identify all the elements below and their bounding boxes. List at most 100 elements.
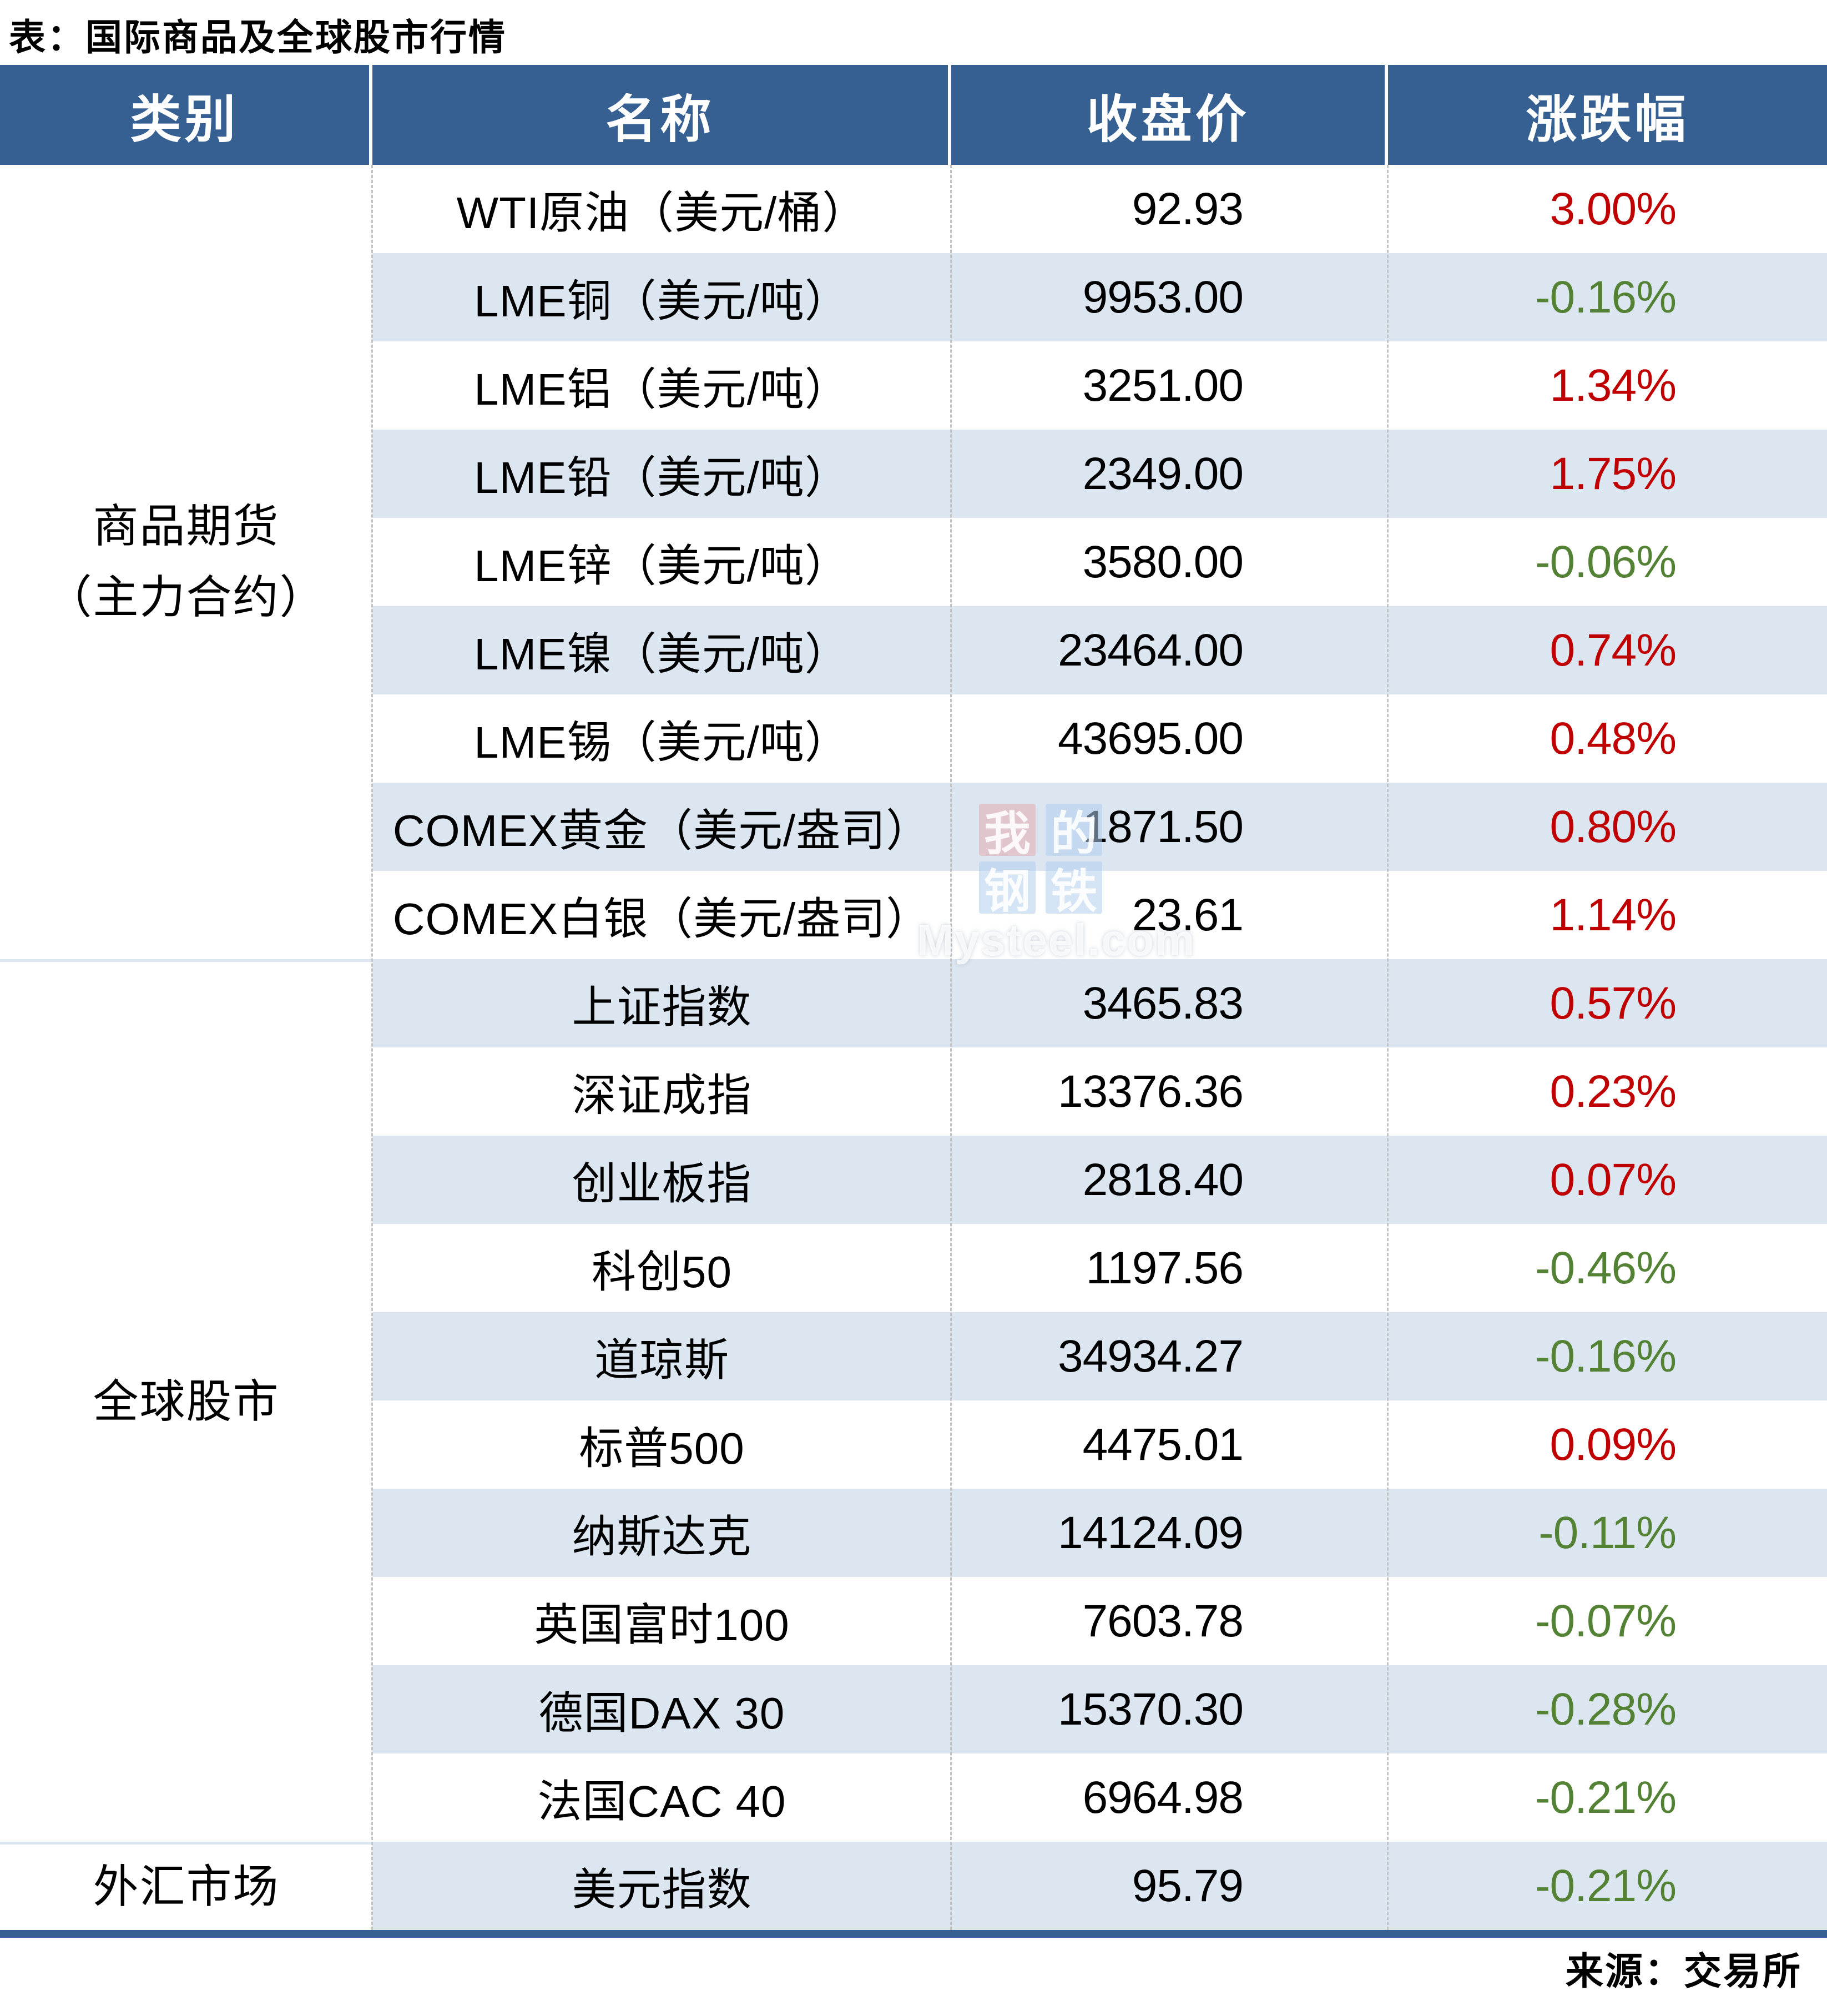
instrument-name: 英国富时100 [534,1600,790,1650]
table-row: 深证成指 13376.36 0.23% [372,1047,1827,1136]
column-divider-close-change [1387,165,1389,1930]
table-row: 德国DAX 30 15370.30 -0.28% [372,1665,1827,1753]
table-rows: WTI原油（美元/桶） 92.93 3.00% LME铜（美元/吨） 9953.00 -0… [372,165,1827,1930]
close-price: 3465.83 [1082,977,1244,1029]
close-price: 23.61 [1132,889,1244,940]
category-column: 商品期货 （主力合约） 全球股市外汇市场 [0,165,372,1930]
close-price: 1197.56 [1086,1242,1244,1293]
change-percent: -0.16% [1535,271,1677,322]
close-price: 14124.09 [1057,1507,1244,1558]
table-row: LME铝（美元/吨） 3251.00 1.34% [372,341,1827,430]
close-price: 3251.00 [1082,360,1244,411]
close-price: 13376.36 [1057,1066,1244,1117]
instrument-name: 创业板指 [572,1158,752,1208]
header-cell: 名称 [372,65,951,165]
close-price: 23464.00 [1057,624,1244,676]
column-divider-name-close [950,165,952,1930]
close-price: 7603.78 [1082,1595,1244,1646]
change-percent: 0.57% [1550,977,1677,1029]
change-percent: -0.21% [1535,1860,1677,1911]
instrument-name: 德国DAX 30 [538,1688,785,1738]
close-price: 1871.50 [1082,801,1244,852]
change-percent: 0.48% [1550,713,1677,764]
instrument-name: 深证成指 [572,1070,752,1120]
change-percent: 0.23% [1550,1066,1677,1117]
change-percent: -0.46% [1535,1242,1677,1293]
change-percent: 0.74% [1550,624,1677,676]
table-row: 标普500 4475.01 0.09% [372,1400,1827,1489]
close-price: 95.79 [1132,1860,1244,1911]
change-percent: 1.34% [1550,360,1677,411]
change-percent: -0.21% [1535,1772,1677,1823]
instrument-name: 上证指数 [572,982,752,1032]
instrument-name: 美元指数 [572,1864,752,1914]
instrument-name: 法国CAC 40 [537,1776,786,1826]
close-price: 4475.01 [1082,1419,1244,1470]
change-percent: -0.11% [1538,1507,1677,1558]
category-label-line: 全球股市 [93,1376,280,1427]
table-row: COMEX白银（美元/盎司） 23.61 1.14% [372,871,1827,959]
change-percent: 1.14% [1550,889,1677,940]
close-price: 3580.00 [1082,536,1244,587]
table-row: 美元指数 95.79 -0.21% [372,1842,1827,1930]
instrument-name: LME铝（美元/吨） [474,364,850,414]
change-percent: 1.75% [1550,448,1677,499]
page-title: 表：国际商品及全球股市行情 [9,17,507,58]
category-cell: 全球股市 [0,959,372,1842]
table-row: 上证指数 3465.83 0.57% [372,959,1827,1047]
close-price: 6964.98 [1082,1772,1244,1823]
table-row: 道琼斯 34934.27 -0.16% [372,1312,1827,1400]
change-percent: 0.09% [1550,1419,1677,1470]
instrument-name: LME锌（美元/吨） [474,541,850,591]
table-row: 英国富时100 7603.78 -0.07% [372,1577,1827,1665]
instrument-name: LME锡（美元/吨） [474,717,850,767]
header-cell: 涨跌幅 [1388,65,1827,165]
instrument-name: COMEX白银（美元/盎司） [392,894,931,944]
header-cell: 类别 [0,65,372,165]
table-row: 科创50 1197.56 -0.46% [372,1224,1827,1312]
instrument-name: 纳斯达克 [572,1511,752,1561]
table-row: 法国CAC 40 6964.98 -0.21% [372,1753,1827,1842]
close-price: 2349.00 [1082,448,1244,499]
column-divider-category-name [371,165,373,1930]
instrument-name: LME铅（美元/吨） [474,452,850,502]
source-note: 来源：交易所 [1565,1951,1802,1993]
instrument-name: 标普500 [579,1423,745,1473]
market-table: 类别 名称 收盘价 涨跌幅 商品期货 （主力合约） 全球股市外汇市场 WTI原油（美元/桶… [0,65,1827,1930]
change-percent: 3.00% [1550,183,1677,234]
instrument-name: COMEX黄金（美元/盎司） [392,805,931,855]
instrument-name: 道琼斯 [594,1335,729,1385]
table-body: 商品期货 （主力合约） 全球股市外汇市场 WTI原油（美元/桶） 92.93 3.00%… [0,165,1827,1930]
table-row: LME锡（美元/吨） 43695.00 0.48% [372,694,1827,783]
instrument-name: WTI原油（美元/桶） [456,188,867,238]
table-row: 创业板指 2818.40 0.07% [372,1136,1827,1224]
instrument-name: LME镍（美元/吨） [474,629,850,679]
change-percent: -0.16% [1535,1330,1677,1382]
close-price: 34934.27 [1057,1330,1244,1382]
table-row: LME镍（美元/吨） 23464.00 0.74% [372,606,1827,694]
instrument-name: LME铜（美元/吨） [474,276,850,326]
close-price: 2818.40 [1082,1154,1244,1205]
table-row: LME铜（美元/吨） 9953.00 -0.16% [372,253,1827,341]
header-cell: 收盘价 [951,65,1388,165]
table-header-row: 类别 名称 收盘价 涨跌幅 [0,65,1827,165]
close-price: 15370.30 [1057,1684,1244,1735]
change-percent: -0.07% [1535,1595,1677,1646]
close-price: 9953.00 [1082,271,1244,322]
category-cell: 商品期货 （主力合约） [0,165,372,959]
change-percent: 0.07% [1550,1154,1677,1205]
table-row: LME锌（美元/吨） 3580.00 -0.06% [372,518,1827,606]
close-price: 43695.00 [1057,713,1244,764]
change-percent: -0.28% [1535,1684,1677,1735]
change-percent: -0.06% [1535,536,1677,587]
table-row: 纳斯达克 14124.09 -0.11% [372,1489,1827,1577]
close-price: 92.93 [1132,183,1244,234]
category-cell: 外汇市场 [0,1842,372,1930]
table-row: WTI原油（美元/桶） 92.93 3.00% [372,165,1827,253]
table-row: COMEX黄金（美元/盎司） 1871.50 0.80% [372,783,1827,871]
category-label-line: 商品期货 [93,501,280,552]
category-label-line: 外汇市场 [93,1862,280,1913]
table-bottom-border [0,1930,1827,1938]
instrument-name: 科创50 [592,1247,732,1297]
